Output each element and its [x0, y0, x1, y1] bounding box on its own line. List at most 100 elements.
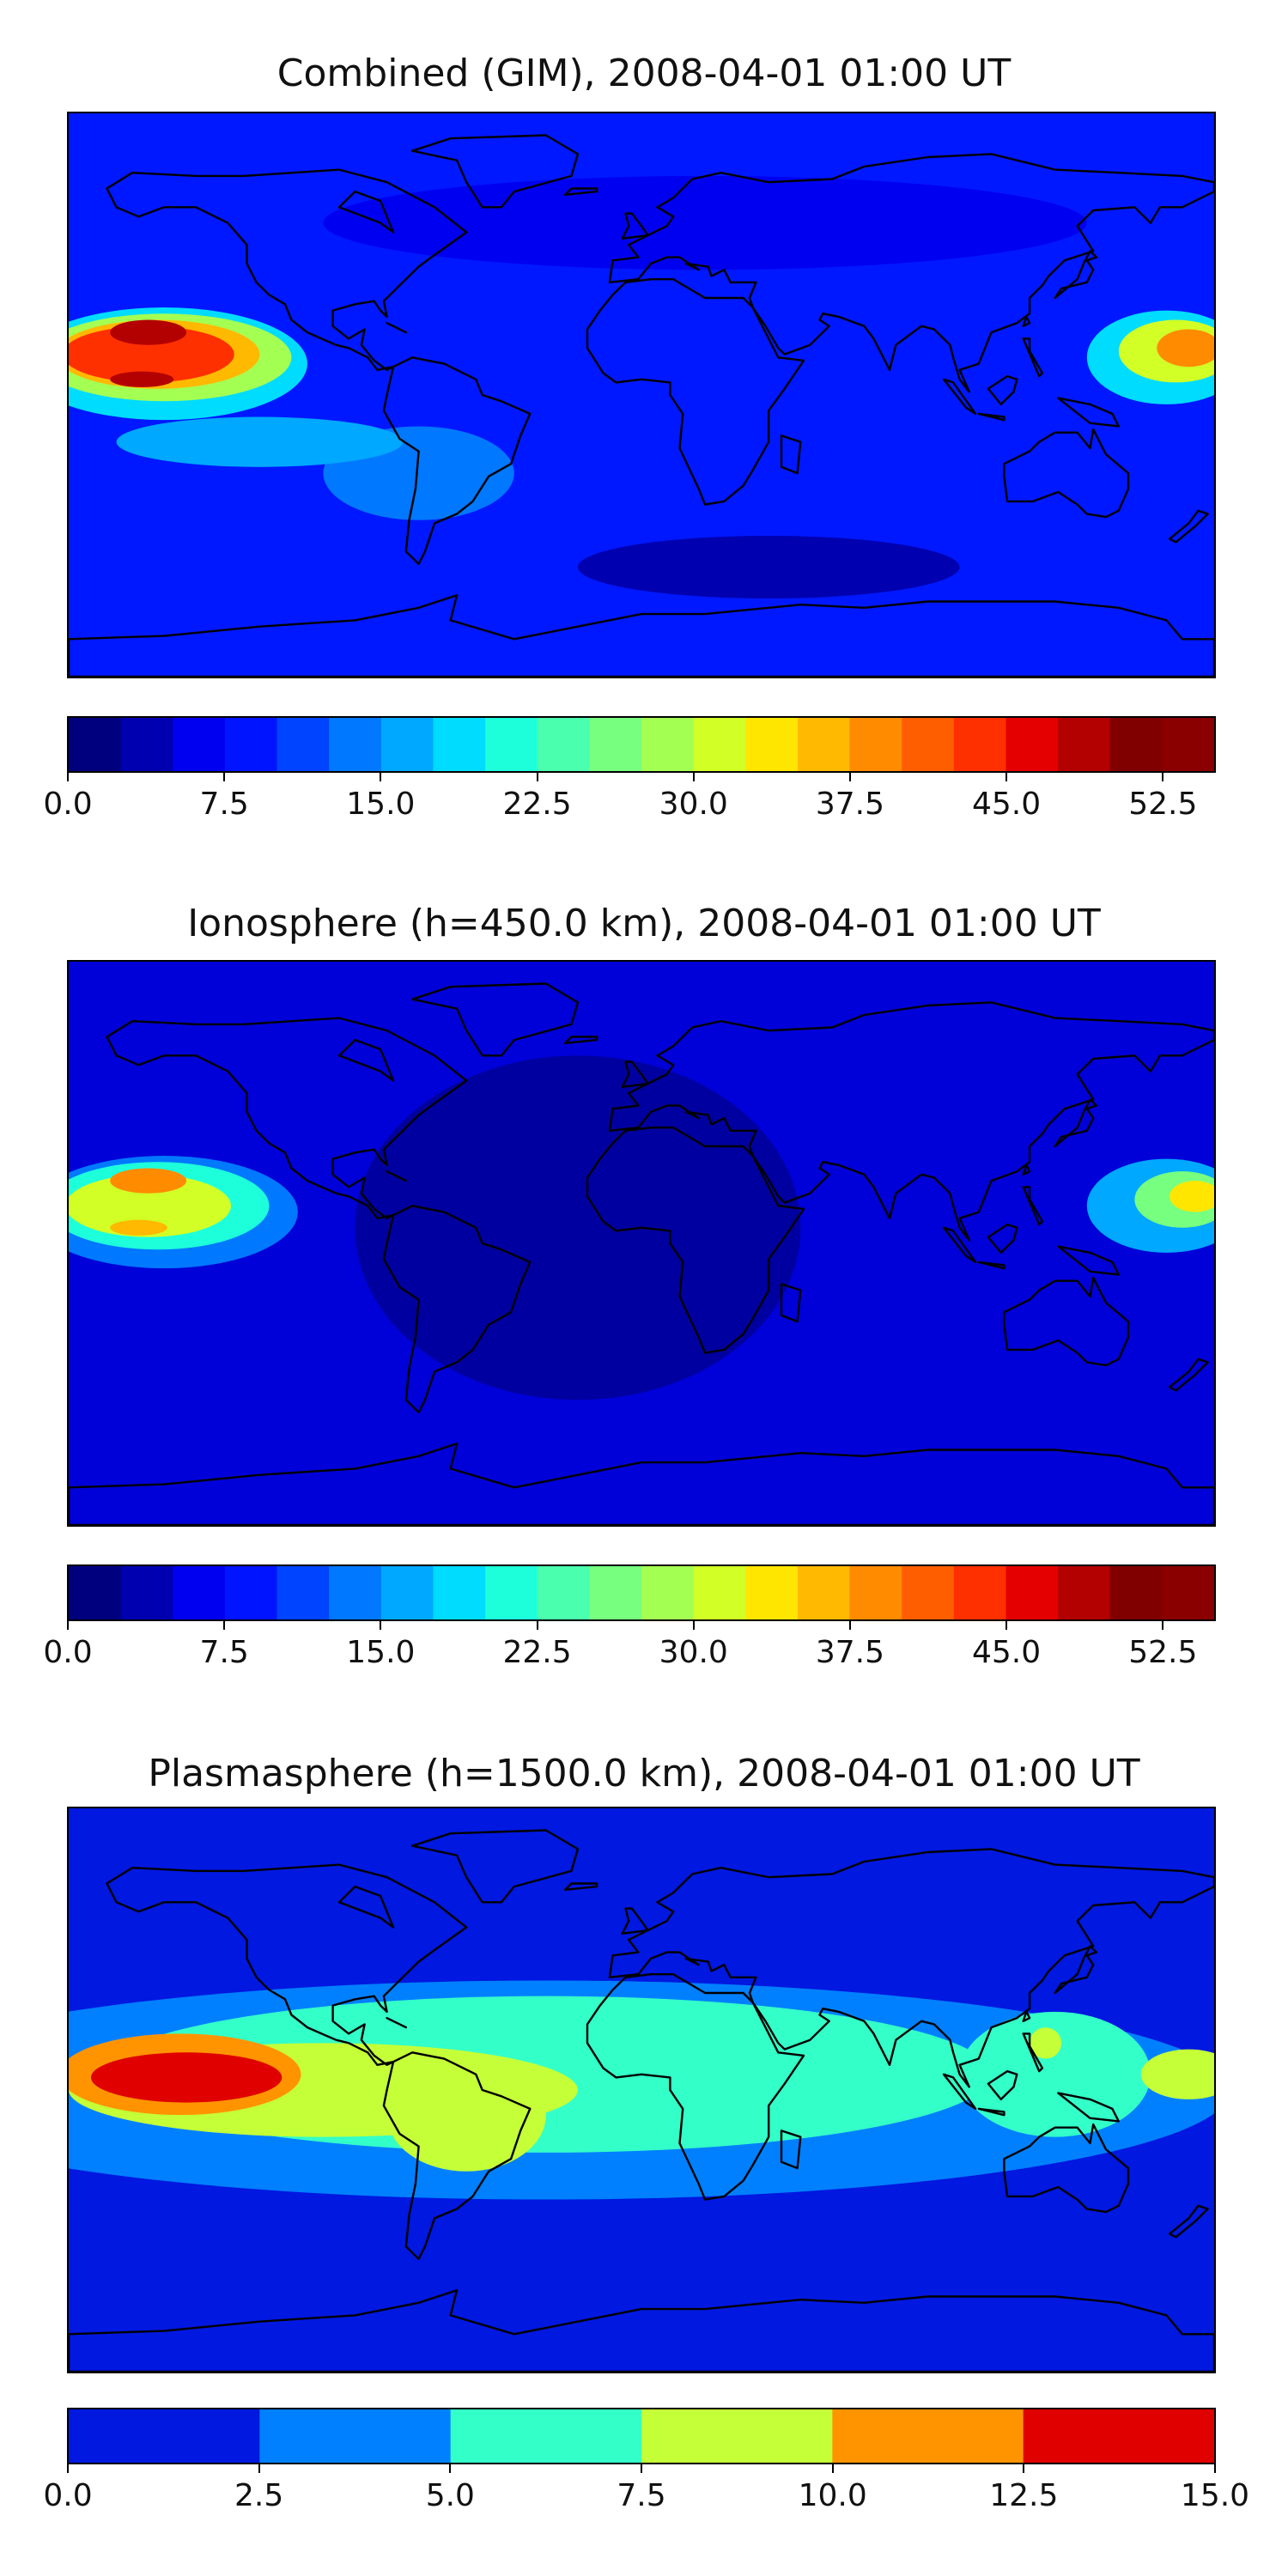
coastline [586, 1973, 805, 2201]
coastline [608, 1848, 1214, 2088]
coastline [1022, 315, 1031, 327]
colorbar-tick-label: 15.0 [346, 1635, 416, 1670]
coastline [1022, 2010, 1031, 2022]
colorbar-tick-mark [1023, 2464, 1025, 2473]
colorbar-tick-mark [1214, 2464, 1216, 2473]
colorbar-segment [1058, 718, 1111, 771]
colorbar-ionosphere [67, 1564, 1216, 1621]
colorbar-tick-mark [848, 1621, 851, 1630]
tec-contour-region [90, 2052, 283, 2103]
colorbar-tick-mark [67, 2464, 69, 2473]
colorbar-segment [276, 718, 330, 771]
colorbar-segment [329, 718, 382, 771]
coastline [1168, 2204, 1209, 2239]
coastline [780, 434, 802, 475]
colorbar-tick-label: 0.0 [43, 2478, 93, 2513]
colorbar-segment [641, 1566, 695, 1619]
tec-contour-region [386, 2058, 546, 2172]
coastline [382, 356, 532, 565]
colorbar-tick-mark [67, 1621, 69, 1630]
coastline [69, 594, 1214, 677]
colorbar-segment [485, 718, 538, 771]
coastline [1057, 397, 1120, 428]
coastline [382, 1205, 532, 1413]
colorbar-segment [849, 1566, 902, 1619]
coastline [1054, 250, 1098, 300]
tec-contour-region [110, 371, 174, 387]
colorbar-tick-mark [848, 773, 851, 781]
colorbar-tick-mark [536, 1621, 538, 1630]
coastline [987, 1223, 1018, 1255]
colorbar-tick-label: 30.0 [659, 787, 728, 822]
coastline [1168, 1358, 1209, 1392]
colorbar-segment [120, 1566, 174, 1619]
colorbar-combined [67, 716, 1216, 773]
colorbar-segment [745, 1566, 799, 1619]
colorbar-segment [537, 718, 591, 771]
coastline [411, 982, 580, 1057]
tec-contour-region [1140, 2049, 1214, 2099]
colorbar-segment [902, 1566, 955, 1619]
colorbar-segment [276, 1566, 330, 1619]
coastline [1003, 1276, 1130, 1367]
tec-contour-region [355, 1055, 801, 1400]
colorbar-tick-mark [380, 773, 382, 781]
coastline [382, 2051, 532, 2260]
colorbar-ticks-plasmasphere: 0.0 2.5 5.0 7.5 10.0 12.5 15.0 [43, 2464, 1249, 2516]
colorbar-tick-label: 7.5 [199, 1635, 249, 1670]
colorbar-ticks-combined: 0.0 7.5 15.0 22.5 30.0 37.5 45.0 52.5 [43, 773, 1216, 824]
colorbar-segment [1109, 1566, 1163, 1619]
colorbar-segment [224, 1566, 278, 1619]
coastline [780, 1283, 802, 1323]
map-ionosphere [67, 960, 1216, 1527]
tec-contour-region [1170, 1181, 1214, 1212]
colorbar-segment [745, 718, 799, 771]
coastline [621, 212, 649, 240]
colorbar-tick-label: 2.5 [234, 2478, 284, 2513]
coastline [608, 153, 1214, 393]
coastline [337, 1885, 395, 1929]
coastline [942, 1226, 977, 1264]
colorbar-segment [641, 2409, 834, 2463]
colorbar-segment [1005, 1566, 1059, 1619]
colorbar-tick-mark [67, 773, 69, 781]
coastline [386, 1170, 407, 1182]
colorbar-tick-label: 15.0 [346, 787, 416, 822]
colorbar-segment [259, 2409, 452, 2463]
colorbar-segment [224, 718, 278, 771]
colorbar-plasmasphere [67, 2408, 1216, 2464]
tec-contour-region [69, 1174, 231, 1237]
tec-contour-region [116, 416, 404, 467]
coastline [1003, 2123, 1130, 2214]
coastline [1022, 2032, 1044, 2073]
colorbar-tick-mark [380, 1621, 382, 1630]
colorbar-segment [1162, 718, 1214, 771]
coastline [987, 2069, 1018, 2101]
colorbar-tick-label: 22.5 [502, 1635, 572, 1670]
colorbar-tick-label: 7.5 [199, 787, 249, 822]
colorbar-tick-label: 52.5 [1128, 787, 1198, 822]
tec-contour-region [323, 175, 1087, 270]
colorbar-tick-mark [223, 1621, 226, 1630]
coastline [563, 1882, 598, 1891]
colorbar-tick-mark [831, 2464, 834, 2473]
colorbar-segment [485, 1566, 538, 1619]
colorbar-segment [902, 718, 955, 771]
colorbar-segment [433, 718, 486, 771]
coastline [386, 322, 407, 334]
colorbar-segment [589, 1566, 642, 1619]
colorbar-tick-label: 30.0 [659, 1635, 728, 1670]
colorbar-segment [537, 1566, 591, 1619]
colorbar-segment [953, 1566, 1007, 1619]
colorbar-tick-mark [1162, 773, 1164, 781]
colorbar-segment [1058, 1566, 1111, 1619]
tec-contour-region [69, 325, 234, 383]
coastline [1054, 1098, 1098, 1148]
colorbar-segment [832, 2409, 1024, 2463]
colorbar-tick-mark [536, 773, 538, 781]
colorbar-segment [641, 718, 695, 771]
colorbar-tick-mark [1005, 773, 1008, 781]
colorbar-segment [69, 2409, 261, 2463]
coastline [411, 134, 580, 209]
coastline [106, 1017, 468, 1219]
